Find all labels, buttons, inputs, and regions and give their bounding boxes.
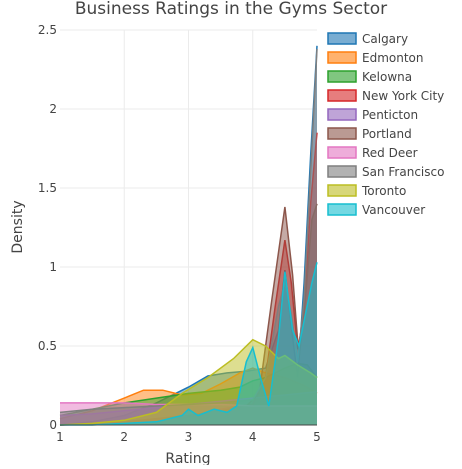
- legend-label: Penticton: [362, 108, 418, 122]
- y-tick-label: 1.5: [38, 181, 57, 195]
- line-vancouver: [60, 262, 318, 426]
- legend-label: New York City: [362, 89, 444, 103]
- legend-swatch: [327, 146, 357, 159]
- y-tick-label: 0: [49, 418, 57, 432]
- legend-swatch: [327, 127, 357, 140]
- legend-swatch: [327, 203, 357, 216]
- legend-label: Portland: [362, 127, 412, 141]
- legend-label: Kelowna: [362, 70, 412, 84]
- y-tick-label: 0.5: [38, 339, 57, 353]
- grid: [60, 29, 317, 425]
- area-vancouver: [60, 262, 317, 425]
- legend-swatch: [327, 89, 357, 102]
- legend-item-kelowna[interactable]: Kelowna: [327, 70, 412, 84]
- legend-item-san-francisco[interactable]: San Francisco: [327, 165, 444, 179]
- legend-label: Vancouver: [362, 203, 425, 217]
- legend-swatch: [327, 108, 357, 121]
- x-axis: 1 2 3 4 5: [56, 424, 321, 444]
- chart-title: Business Ratings in the Gyms Sector: [75, 0, 387, 19]
- legend-swatch: [327, 184, 357, 197]
- legend-swatch: [327, 70, 357, 83]
- y-axis: 0 0.5 1 1.5 2 2.5: [38, 23, 57, 432]
- x-tick-label: 1: [56, 430, 64, 444]
- y-tick-label: 1: [49, 260, 57, 274]
- x-tick-label: 3: [185, 430, 193, 444]
- legend-label: San Francisco: [362, 165, 444, 179]
- x-tick-label: 4: [249, 430, 257, 444]
- legend-item-penticton[interactable]: Penticton: [327, 108, 418, 122]
- legend-item-red-deer[interactable]: Red Deer: [327, 146, 418, 160]
- x-axis-label: Rating: [165, 451, 210, 465]
- legend-item-edmonton[interactable]: Edmonton: [327, 51, 424, 65]
- legend-item-portland[interactable]: Portland: [327, 127, 412, 141]
- legend-label: Toronto: [361, 184, 406, 198]
- legend-item-new-york-city[interactable]: New York City: [327, 89, 444, 103]
- legend: Calgary Edmonton Kelowna New York City Penti…: [327, 32, 444, 217]
- legend-swatch: [327, 165, 357, 178]
- legend-item-calgary[interactable]: Calgary: [327, 32, 408, 46]
- plot-areas: [59, 45, 318, 426]
- x-tick-label: 5: [313, 430, 321, 444]
- legend-swatch: [327, 51, 357, 64]
- legend-item-vancouver[interactable]: Vancouver: [327, 203, 425, 217]
- y-axis-label: Density: [10, 200, 26, 253]
- legend-item-toronto[interactable]: Toronto: [327, 184, 406, 198]
- legend-label: Red Deer: [362, 146, 418, 160]
- legend-label: Edmonton: [362, 51, 424, 65]
- legend-swatch: [327, 32, 357, 45]
- y-tick-label: 2.5: [38, 23, 57, 37]
- legend-label: Calgary: [362, 32, 408, 46]
- x-tick-label: 2: [120, 430, 128, 444]
- y-tick-label: 2: [49, 102, 57, 116]
